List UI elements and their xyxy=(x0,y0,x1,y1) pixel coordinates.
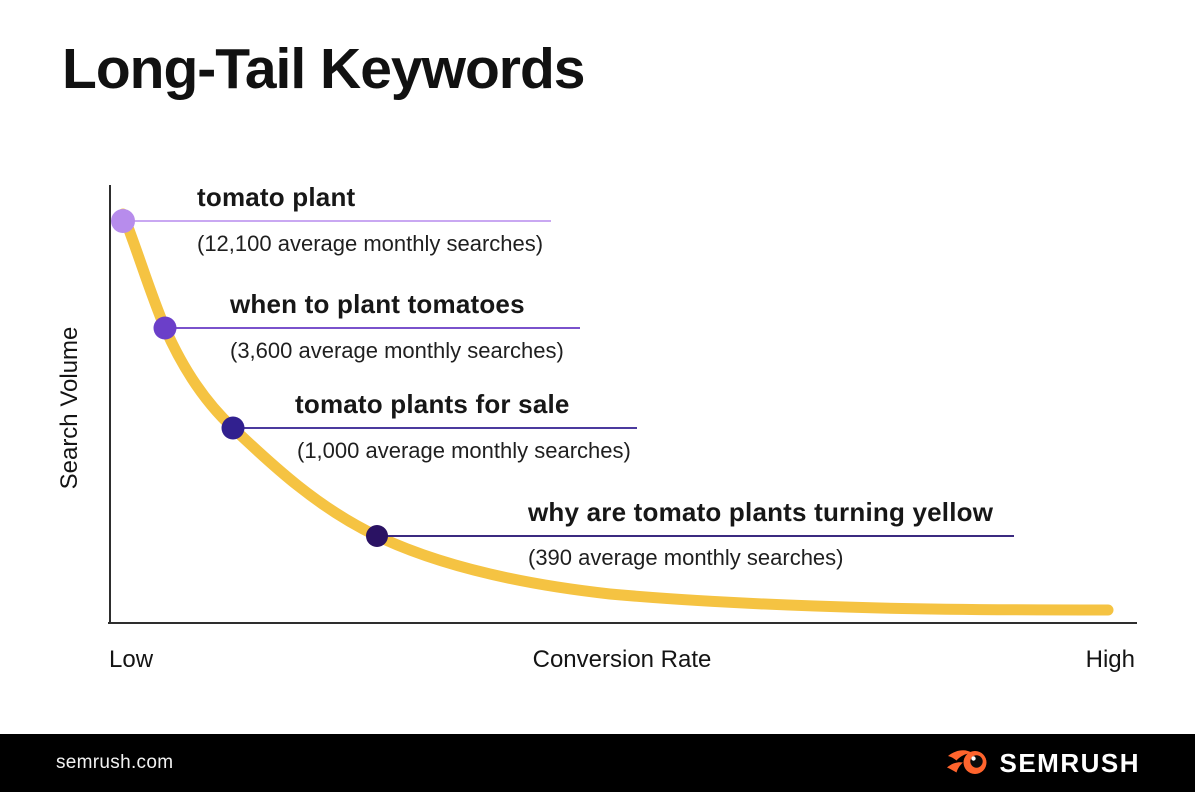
x-axis-label: Conversion Rate xyxy=(532,646,712,673)
semrush-wordmark: SEMRUSH xyxy=(999,747,1140,778)
x-axis-low-label: Low xyxy=(109,646,154,673)
volume-label-for-sale: (1,000 average monthly searches) xyxy=(297,438,631,463)
x-axis-high-label: High xyxy=(1085,646,1135,673)
data-point-tomato-plant xyxy=(111,209,135,233)
semrush-logo: SEMRUSH xyxy=(946,747,1140,779)
data-point-when-to-plant xyxy=(153,316,177,340)
volume-label-tomato-plant: (12,100 average monthly searches) xyxy=(197,231,544,256)
data-point-for-sale xyxy=(221,416,245,440)
data-point-turning-yellow xyxy=(366,525,388,547)
keyword-label-tomato-plant: tomato plant xyxy=(197,182,356,212)
volume-label-turning-yellow: (390 average monthly searches) xyxy=(528,545,844,570)
keyword-label-when-to-plant: when to plant tomatoes xyxy=(230,289,525,319)
keyword-label-turning-yellow: why are tomato plants turning yellow xyxy=(528,497,994,527)
long-tail-curve xyxy=(117,208,1114,616)
keyword-label-for-sale: tomato plants for sale xyxy=(295,389,570,419)
semrush-flame-icon xyxy=(947,750,987,774)
page-title: Long-Tail Keywords xyxy=(62,37,585,101)
y-axis-label: Search Volume xyxy=(56,326,83,490)
footer-bar: semrush.com SEMRUSH xyxy=(0,734,1195,792)
footer-site-url: semrush.com xyxy=(56,752,174,773)
volume-label-when-to-plant: (3,600 average monthly searches) xyxy=(230,338,564,363)
